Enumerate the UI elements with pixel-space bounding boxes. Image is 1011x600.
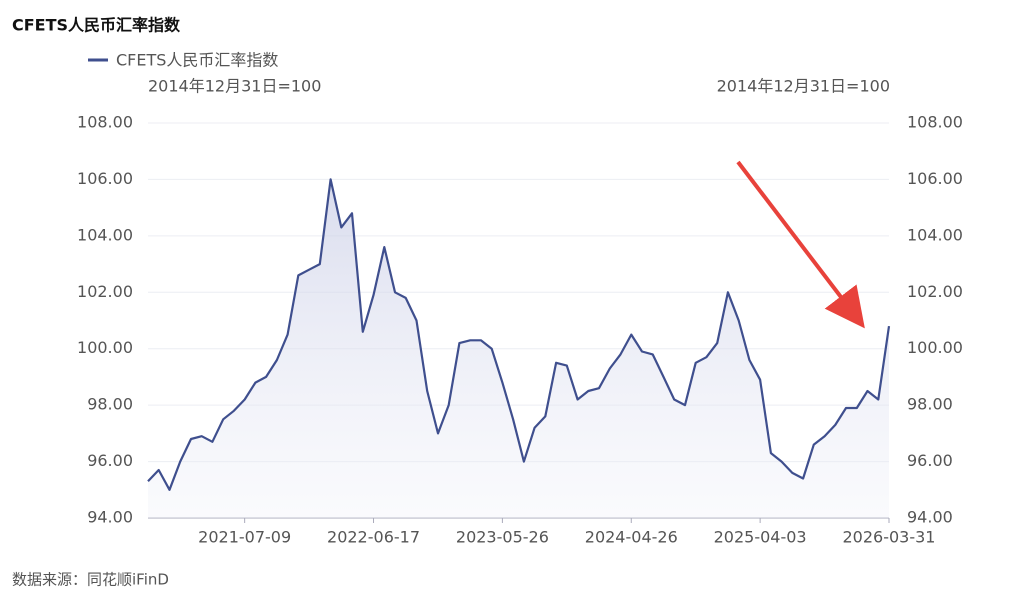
source-note: 数据来源：同花顺iFinD [12,571,169,589]
y-tick-label: 102.00 [77,282,133,301]
y2-tick-label: 104.00 [907,225,963,244]
line-area [148,179,889,518]
y-axis-label: 2014年12月31日=100 [148,77,321,96]
legend-label: CFETS人民币汇率指数 [116,51,278,70]
y2-tick-label: 100.00 [907,338,963,357]
x-tick-label: 2023-05-26 [456,528,549,547]
y-tick-label: 98.00 [87,395,133,414]
x-tick-label: 2021-07-09 [198,528,291,547]
chart-title: CFETS人民币汇率指数 [12,16,181,35]
x-tick-label: 2022-06-17 [327,528,420,547]
x-tick-label: 2026-03-31 [843,528,936,547]
y2-tick-label: 96.00 [907,451,953,470]
y2-tick-label: 102.00 [907,282,963,301]
y-tick-label: 106.00 [77,169,133,188]
plot-area: 94.00 96.00 98.00 100.00 102.00 104.00 106.00 1… [77,113,963,547]
x-tick-label: 2024-04-26 [585,528,678,547]
y2-tick-label: 98.00 [907,395,953,414]
y-tick-label: 94.00 [87,508,133,527]
y2-tick-label: 106.00 [907,169,963,188]
y2-axis-label: 2014年12月31日=100 [717,77,890,96]
y-tick-label: 96.00 [87,451,133,470]
y-tick-label: 108.00 [77,113,133,132]
y2-tick-label: 94.00 [907,508,953,527]
line-series [147,178,891,491]
y-tick-label: 104.00 [77,225,133,244]
y2-tick-label: 108.00 [907,113,963,132]
y-tick-label: 100.00 [77,338,133,357]
x-tick-label: 2025-04-03 [714,528,807,547]
annotation-arrow [736,160,865,329]
